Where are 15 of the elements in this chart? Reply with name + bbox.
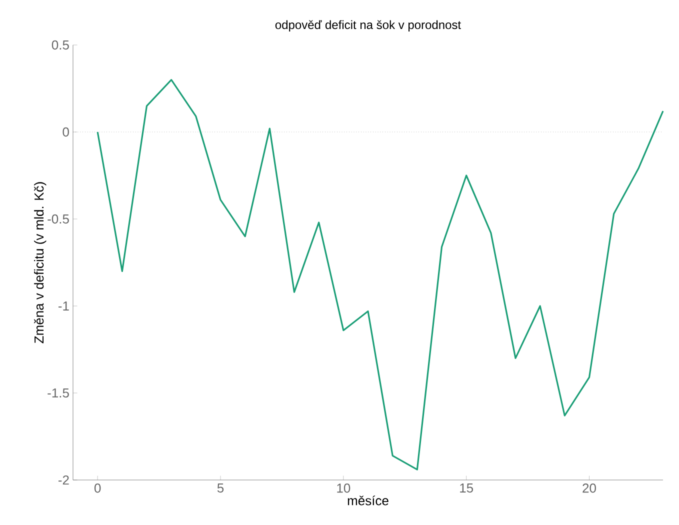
x-tick-label: 10: [337, 484, 350, 493]
x-tick-label: 15: [460, 484, 474, 493]
y-tick-label: -2: [58, 475, 69, 485]
y-tick-label: -1: [58, 302, 69, 310]
x-axis-title: měsíce: [348, 496, 388, 506]
y-tick-label: 0.5: [52, 40, 69, 50]
x-tick-label: 5: [217, 484, 224, 493]
y-tick-label: 0: [62, 127, 69, 137]
y-tick-label: -0.5: [48, 214, 69, 224]
x-tick-label: 0: [94, 484, 101, 493]
line-series: [96, 79, 664, 470]
y-axis-title: Změna v deficitu (v mld. Kč): [34, 182, 46, 344]
y-tick-label: -1.5: [48, 388, 69, 398]
x-tick-label: 20: [582, 484, 596, 493]
chart-title: odpověď deficit na šok v porodnost: [275, 20, 461, 32]
